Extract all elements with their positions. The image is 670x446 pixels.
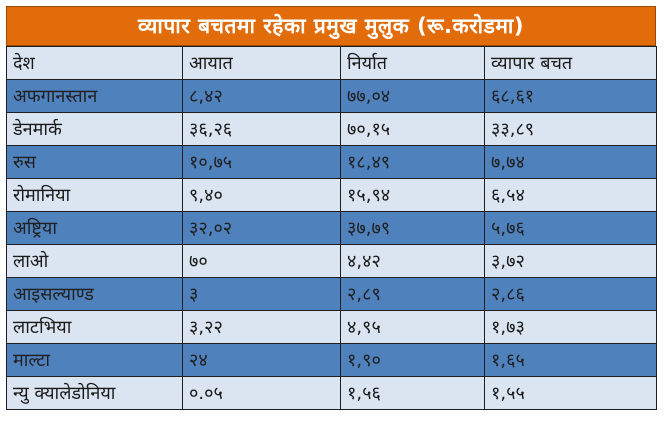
surplus-cell: ३,७२ xyxy=(484,244,657,278)
table-row: अफगानस्तान ८,४२ ७७,०४ ६८,६१ xyxy=(6,79,657,113)
surplus-cell: १,५५ xyxy=(484,376,657,410)
country-cell: रुस xyxy=(6,145,183,179)
export-cell: १८,४९ xyxy=(340,145,485,179)
country-cell: लाटभिया xyxy=(6,310,183,344)
header-import: आयात xyxy=(182,46,341,80)
table-row: रुस १०,७५ १८,४९ ७,७४ xyxy=(6,145,657,179)
table-row: अष्ट्रिया ३२,०२ ३७,७९ ५,७६ xyxy=(6,211,657,245)
import-cell: ७० xyxy=(182,244,341,278)
header-row: देश आयात निर्यात व्यापार बचत xyxy=(6,46,657,80)
import-cell: ३६,२६ xyxy=(182,112,341,146)
surplus-cell: १,६५ xyxy=(484,343,657,377)
table-row: लाओ ७० ४,४२ ३,७२ xyxy=(6,244,657,278)
country-cell: न्यु क्यालेडोनिया xyxy=(6,376,183,410)
surplus-cell: १,७३ xyxy=(484,310,657,344)
export-cell: १,९० xyxy=(340,343,485,377)
table-row: डेनमार्क ३६,२६ ७०,१५ ३३,८९ xyxy=(6,112,657,146)
import-cell: २४ xyxy=(182,343,341,377)
export-cell: ७०,१५ xyxy=(340,112,485,146)
surplus-cell: ७,७४ xyxy=(484,145,657,179)
import-cell: ३२,०२ xyxy=(182,211,341,245)
surplus-cell: ५,७६ xyxy=(484,211,657,245)
table-row: लाटभिया ३,२२ ४,९५ १,७३ xyxy=(6,310,657,344)
export-cell: २,८९ xyxy=(340,277,485,311)
country-cell: डेनमार्क xyxy=(6,112,183,146)
table-row: न्यु क्यालेडोनिया ०.०५ १,५६ १,५५ xyxy=(6,376,657,410)
export-cell: १,५६ xyxy=(340,376,485,410)
country-cell: रोमानिया xyxy=(6,178,183,212)
header-export: निर्यात xyxy=(340,46,485,80)
country-cell: अफगानस्तान xyxy=(6,79,183,113)
trade-surplus-table-container: व्यापार बचतमा रहेका प्रमुख मुलुक (रू.करो… xyxy=(6,6,657,410)
export-cell: ४,४२ xyxy=(340,244,485,278)
header-country: देश xyxy=(6,46,183,80)
country-cell: आइसल्याण्ड xyxy=(6,277,183,311)
import-cell: ८,४२ xyxy=(182,79,341,113)
table-row: रोमानिया ९,४० १५,९४ ६,५४ xyxy=(6,178,657,212)
surplus-cell: ६,५४ xyxy=(484,178,657,212)
country-cell: माल्टा xyxy=(6,343,183,377)
surplus-cell: ६८,६१ xyxy=(484,79,657,113)
surplus-cell: ३३,८९ xyxy=(484,112,657,146)
export-cell: १५,९४ xyxy=(340,178,485,212)
import-cell: ९,४० xyxy=(182,178,341,212)
import-cell: ३ xyxy=(182,277,341,311)
import-cell: १०,७५ xyxy=(182,145,341,179)
table-row: आइसल्याण्ड ३ २,८९ २,८६ xyxy=(6,277,657,311)
export-cell: ४,९५ xyxy=(340,310,485,344)
table-row: माल्टा २४ १,९० १,६५ xyxy=(6,343,657,377)
country-cell: लाओ xyxy=(6,244,183,278)
export-cell: ३७,७९ xyxy=(340,211,485,245)
surplus-cell: २,८६ xyxy=(484,277,657,311)
header-trade-surplus: व्यापार बचत xyxy=(484,46,657,80)
export-cell: ७७,०४ xyxy=(340,79,485,113)
country-cell: अष्ट्रिया xyxy=(6,211,183,245)
table-title: व्यापार बचतमा रहेका प्रमुख मुलुक (रू.करो… xyxy=(6,6,656,46)
import-cell: ३,२२ xyxy=(182,310,341,344)
trade-surplus-table: देश आयात निर्यात व्यापार बचत अफगानस्तान … xyxy=(6,46,657,410)
import-cell: ०.०५ xyxy=(182,376,341,410)
